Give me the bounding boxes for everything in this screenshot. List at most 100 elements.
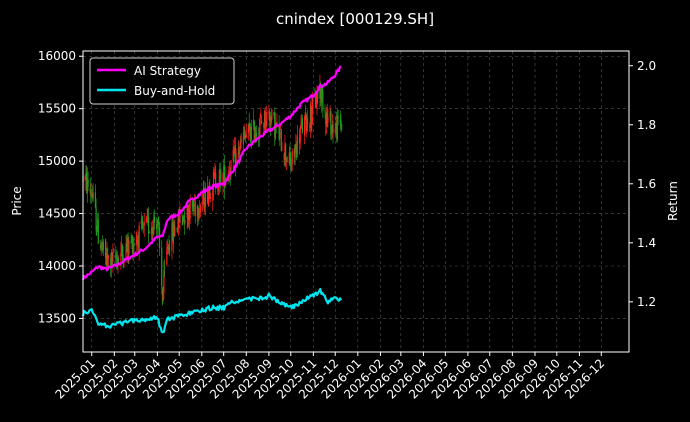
candle-body [131,236,134,254]
y-axis-right: 1.2 1.4 1.6 1.8 2.0 [629,59,656,309]
candle-body [321,84,323,94]
candle-body [111,252,113,263]
y-axis-right-label: Return [666,181,680,221]
candle-body [153,216,156,223]
candle-body [263,123,265,128]
candle-body [278,124,280,139]
candle-body [341,125,343,127]
candle-body [258,128,261,137]
series-line-buy-and-hold [81,287,343,334]
candle-body [91,195,93,198]
candle-body [322,91,324,111]
candle-body [293,148,296,156]
candle-body [85,173,87,176]
candle-body [182,216,185,222]
candle-body [95,206,97,231]
candle-body [118,259,120,261]
candle-body [113,251,115,253]
candle-body [86,177,88,193]
candle-body [320,87,322,102]
candle-body [248,122,250,127]
candle-body [99,245,102,248]
candle-body [279,131,281,139]
candle-body [89,188,91,194]
candle-body [186,203,188,218]
candle-body [223,165,226,188]
candle-body [198,216,200,218]
candle-body [218,170,220,185]
candle-body [247,125,250,133]
legend-label-buy-and-hold: Buy-and-Hold [134,84,215,98]
candle-body [245,134,247,138]
candle-body [268,111,270,114]
candle-body [249,127,251,136]
candle-body [290,165,293,172]
candle-body [316,93,318,105]
candle-body [334,128,336,133]
y-left-tick-label: 14000 [38,259,76,273]
candlesticks [82,74,343,306]
candle-body [315,104,317,107]
candle-body [166,248,168,265]
candle-body [174,226,176,236]
candle-body [304,116,306,136]
candle-body [239,141,242,149]
y-right-tick-label: 1.2 [637,295,656,309]
candle-body [156,220,158,228]
candle-body [137,236,140,248]
candle-body [265,124,267,131]
candle-body [217,186,220,190]
candle-body [243,132,245,139]
candle-body [285,143,287,159]
candle-body [327,116,329,123]
candle-body [325,115,327,125]
candle-body [259,119,261,126]
candle-body [301,118,304,133]
candle-body [94,192,96,208]
series-lines [81,65,343,334]
candle-body [324,109,326,113]
candle-body [280,128,282,151]
candle-body [199,211,201,215]
candle-body [215,172,217,189]
candle-body [263,110,266,129]
candle-body [222,174,224,185]
candle-body [335,122,337,128]
candle-body [131,238,133,242]
candle-body [148,216,150,234]
candle-body [199,205,201,213]
candle-body [135,242,137,244]
candle-body [130,241,132,243]
candle-body [172,223,174,241]
candle-body [209,188,211,200]
candle-body [176,228,178,230]
candle-body [281,150,283,151]
candle-body [166,246,169,249]
candle-body [234,147,236,154]
candle-body [153,218,155,235]
candle-body [235,152,237,166]
candle-body [202,189,204,201]
candle-body [266,112,268,125]
candle-body [197,207,199,216]
candle-body [250,133,252,143]
candle-body [187,204,189,221]
candle-body [290,158,292,169]
series-line-ai-strategy [81,65,342,281]
candle-body [253,121,255,142]
candle-body [193,204,196,206]
candle-body [121,245,123,254]
candle-body [270,116,272,126]
candle-body [143,221,145,226]
candle-body [208,188,210,194]
candle-body [207,187,209,203]
candle-body [138,225,140,250]
y-left-tick-label: 14500 [38,207,76,221]
candle-body [194,201,196,216]
candle-body [192,204,194,208]
candle-body [309,104,312,129]
candle-body [207,192,209,206]
candle-body [312,98,314,115]
candle-body [250,126,252,140]
